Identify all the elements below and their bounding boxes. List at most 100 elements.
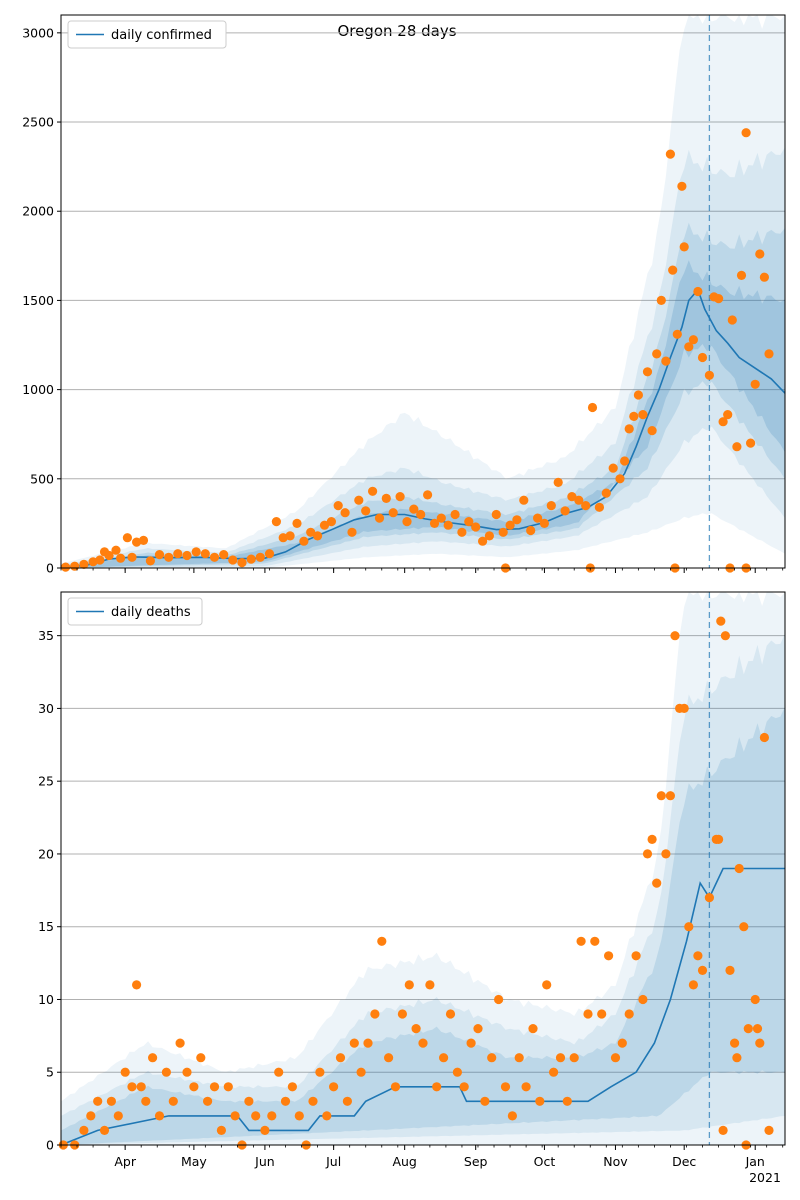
deaths-data-point [617,1038,627,1048]
deaths-data-point [120,1067,130,1077]
confirmed-data-point [661,356,671,366]
confirmed-data-point [306,527,316,537]
deaths-data-point [684,922,694,932]
deaths-data-point [604,951,614,961]
deaths-y-tick-label: 10 [38,992,54,1007]
x-tick-label: Jul [325,1154,341,1169]
deaths-data-point [743,1024,753,1034]
deaths-y-tick-label: 5 [46,1065,54,1080]
deaths-data-point [752,1024,763,1034]
confirmed-panel: 0 500 1000 1500 2000 2500 3000 daily confirmed [22,14,786,576]
deaths-data-point [189,1082,199,1092]
deaths-data-point [113,1111,123,1121]
deaths-data-point [363,1038,373,1048]
confirmed-data-point [594,502,605,512]
confirmed-data-point [443,520,453,530]
confirmed-data-point [395,492,405,502]
deaths-data-point [755,1038,765,1048]
deaths-y-tick-label: 35 [38,628,54,643]
deaths-data-point [487,1053,497,1063]
deaths-data-point [583,1009,593,1019]
deaths-data-point [739,922,749,932]
confirmed-data-point [313,531,323,541]
deaths-legend-label: daily deaths [111,605,191,620]
deaths-data-point [216,1125,226,1135]
confirmed-data-point [672,329,682,339]
confirmed-data-point [746,438,756,448]
x-tick-label: Jan [745,1154,765,1169]
deaths-data-point [267,1111,277,1121]
deaths-data-point [679,703,689,714]
deaths-data-point [764,1125,774,1135]
confirmed-data-point [704,370,715,380]
confirmed-data-point [539,518,550,529]
confirmed-data-point [70,561,80,571]
deaths-y-tick-label: 20 [38,846,54,861]
confirmed-data-point [560,506,570,516]
deaths-points [58,616,774,1150]
deaths-data-point [308,1096,318,1106]
confirmed-data-point [684,342,694,352]
confirmed-data-point [388,508,398,518]
deaths-data-point [624,1009,634,1019]
deaths-data-point [590,936,600,946]
confirmed-data-point [677,181,687,191]
confirmed-bands [61,15,785,569]
deaths-bands [61,592,785,1145]
x-tick-label: Aug [392,1154,416,1169]
confirmed-data-point [526,525,536,536]
confirmed-data-point [764,349,774,359]
confirmed-data-point [340,508,350,518]
confirmed-axes-frame [60,14,786,569]
deaths-data-point [732,1053,742,1063]
deaths-data-point [494,994,504,1005]
deaths-data-point [670,631,680,641]
confirmed-data-point [642,367,653,377]
x-year-label: 2021 [749,1170,781,1185]
confirmed-data-point [255,552,265,562]
confirmed-data-point [512,515,522,525]
deaths-data-point [335,1053,346,1063]
deaths-data-point [154,1111,165,1121]
deaths-data-point [661,849,671,859]
deaths-legend-box [67,597,203,626]
confirmed-data-point [436,513,446,523]
confirmed-uncertainty-band [61,147,785,568]
deaths-data-point [542,980,552,990]
x-tick-label: Nov [603,1154,628,1169]
deaths-y-tick-label: 0 [46,1138,54,1153]
confirmed-data-point [116,553,126,563]
deaths-data-point [315,1067,325,1077]
deaths-line [60,867,785,1146]
confirmed-data-point [668,265,678,275]
confirmed-data-point [173,549,183,559]
deaths-data-point [384,1053,394,1063]
deaths-data-point [714,834,724,845]
confirmed-data-point [228,555,238,565]
deaths-data-point [377,936,387,946]
deaths-data-point [168,1096,178,1106]
deaths-data-point [720,631,731,641]
deaths-data-point [569,1053,579,1063]
deaths-data-point [418,1038,428,1048]
confirmed-data-point [491,509,501,520]
deaths-y-tick-label: 30 [38,701,54,716]
confirmed-data-point [633,390,644,400]
deaths-data-point [647,834,657,845]
confirmed-data-point [219,550,229,560]
deaths-data-point [656,791,666,801]
confirmed-legend: daily confirmed [67,20,227,49]
confirmed-data-point [361,506,371,516]
x-tick-label: May [181,1154,207,1169]
deaths-data-point [549,1067,559,1077]
confirmed-data-point [271,517,281,527]
confirmed-data-point [368,486,378,496]
deaths-y-ticks: 0 5 10 15 20 25 30 35 [38,628,61,1153]
deaths-data-point [466,1038,476,1048]
x-tick-label: Jun [254,1154,275,1169]
confirmed-legend-box [67,20,227,49]
confirmed-data-point [374,513,385,523]
confirmed-data-point [416,509,426,520]
confirmed-data-point [285,531,295,541]
